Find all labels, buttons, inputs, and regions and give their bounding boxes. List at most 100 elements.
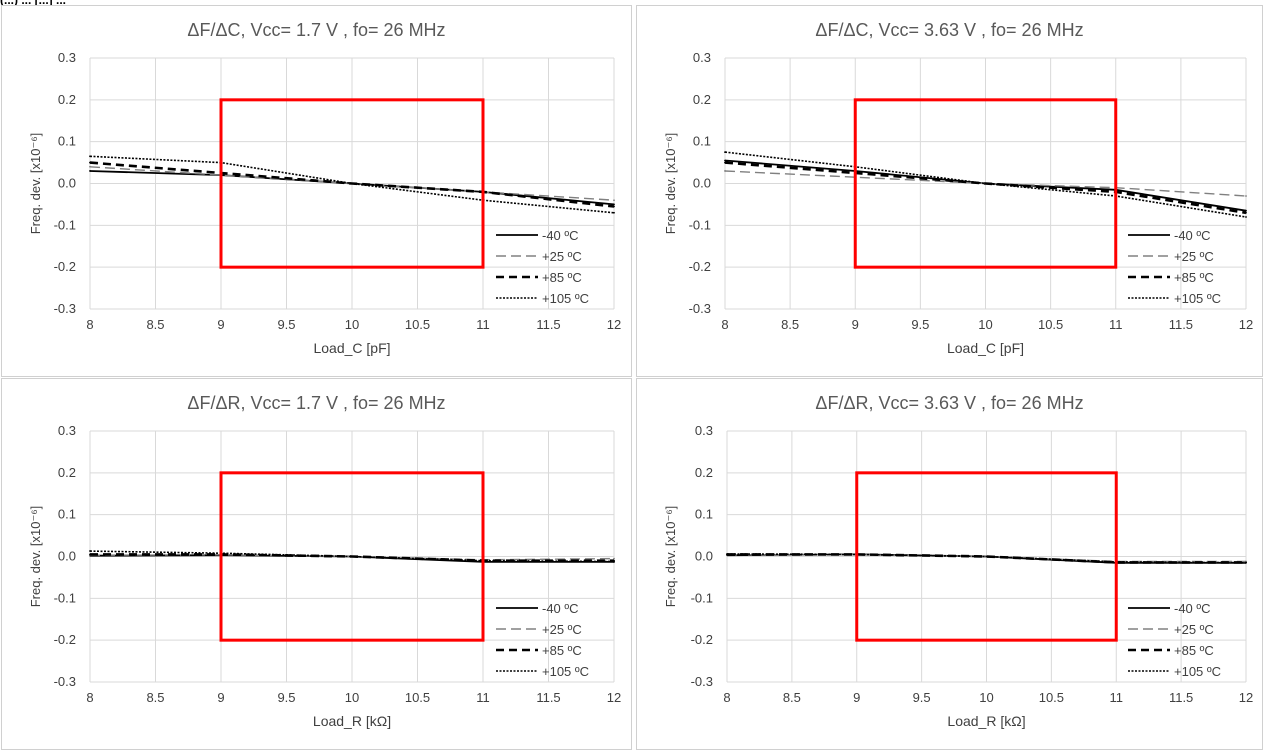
chart-panel-dfdr-3v63: ΔF/ΔR, Vcc= 3.63 V , fo= 26 MHz 8 8.5 9 9.5 1… bbox=[636, 378, 1263, 750]
x-tick-label: 9 bbox=[852, 317, 859, 332]
data-point-85-c bbox=[89, 161, 91, 164]
y-tick-label: 0.0 bbox=[58, 549, 76, 564]
chart-svg-dfdr-1v7: ΔF/ΔR, Vcc= 1.7 V , fo= 26 MHz 8 8.5 9 9.5 10… bbox=[28, 393, 621, 729]
data-point-105-c bbox=[89, 550, 91, 552]
limit-box bbox=[853, 98, 1118, 269]
x-tick-label: 9.5 bbox=[277, 690, 295, 705]
y-tick-label: -0.2 bbox=[54, 259, 76, 274]
y-tick-label: -0.1 bbox=[54, 217, 76, 232]
x-tick-label: 9.5 bbox=[913, 690, 931, 705]
legend-label-105-c: +105 ºC bbox=[542, 291, 589, 306]
x-tick-label: 10.5 bbox=[405, 690, 430, 705]
x-tick-label: 10.5 bbox=[405, 317, 430, 332]
data-point-105-c bbox=[726, 553, 728, 555]
y-tick-label: 0.3 bbox=[695, 423, 713, 438]
x-tick-label: 8.5 bbox=[783, 690, 801, 705]
chart-svg-dfdc-1v7: ΔF/ΔC, Vcc= 1.7 V , fo= 26 MHz 8 8.5 9 9.5 10… bbox=[28, 20, 621, 356]
x-axis-label: Load_C [pF] bbox=[313, 340, 390, 356]
x-tick-label: 9 bbox=[853, 690, 860, 705]
data-point-105-c bbox=[351, 555, 353, 558]
legend-label-85-c: +85 ºC bbox=[1174, 643, 1214, 658]
legend-label-85-c: +85 ºC bbox=[542, 643, 582, 658]
x-tick-label: 12 bbox=[607, 317, 621, 332]
series-line-85-c bbox=[727, 553, 1246, 564]
limit-box bbox=[219, 471, 485, 642]
chart-svg-dfdr-3v63: ΔF/ΔR, Vcc= 3.63 V , fo= 26 MHz 8 8.5 9 9.5 1… bbox=[663, 393, 1253, 729]
y-tick-label: 0.3 bbox=[693, 50, 711, 65]
chart-panel-dfdc-1v7: ΔF/ΔC, Vcc= 1.7 V , fo= 26 MHz 8 8.5 9 9.5 10… bbox=[1, 5, 632, 377]
legend-label-105-c: +105 ºC bbox=[1174, 291, 1221, 306]
legend-label-25-c: +25 ºC bbox=[1174, 249, 1214, 264]
x-tick-label: 8 bbox=[86, 690, 93, 705]
y-tick-label: 0.2 bbox=[58, 92, 76, 107]
x-tick-label: 12 bbox=[1239, 690, 1253, 705]
legend-label-105-c: +105 ºC bbox=[1174, 664, 1221, 679]
legend-label-25-c: +25 ºC bbox=[542, 249, 582, 264]
y-tick-label: -0.1 bbox=[54, 590, 76, 605]
x-tick-label: 8.5 bbox=[146, 690, 164, 705]
y-tick-label: 0.1 bbox=[58, 507, 76, 522]
legend-label-40-c: -40 ºC bbox=[1174, 601, 1211, 616]
data-point-105-c bbox=[1245, 216, 1247, 218]
x-tick-label: 8.5 bbox=[781, 317, 799, 332]
legend-label-40-c: -40 ºC bbox=[542, 601, 579, 616]
y-tick-label: 0.0 bbox=[58, 176, 76, 191]
y-tick-label: 0.0 bbox=[695, 549, 713, 564]
x-tick-label: 10.5 bbox=[1039, 690, 1064, 705]
y-tick-label: 0.3 bbox=[58, 423, 76, 438]
x-tick-label: 11.5 bbox=[536, 317, 560, 332]
chart-svg-dfdc-3v63: ΔF/ΔC, Vcc= 3.63 V , fo= 26 MHz 8 8.5 9 9.5 1… bbox=[663, 20, 1253, 356]
x-tick-label: 10 bbox=[979, 690, 993, 705]
chart-panel-dfdr-1v7: ΔF/ΔR, Vcc= 1.7 V , fo= 26 MHz 8 8.5 9 9.5 10… bbox=[1, 378, 632, 750]
x-tick-label: 11 bbox=[1109, 317, 1123, 332]
data-point-25-c bbox=[1245, 195, 1247, 197]
legend-label-85-c: +85 ºC bbox=[542, 270, 582, 285]
y-tick-label: 0.0 bbox=[693, 176, 711, 191]
y-tick-label: -0.2 bbox=[691, 632, 713, 647]
y-axis-label: Freq. dev. [x10⁻⁶] bbox=[663, 506, 678, 608]
data-point-85-c bbox=[613, 205, 615, 208]
chart-title: ΔF/ΔR, Vcc= 1.7 V , fo= 26 MHz bbox=[187, 393, 445, 413]
x-tick-label: 11 bbox=[476, 317, 490, 332]
cropped-header-fragment: (...) ... [...] ... bbox=[0, 0, 66, 7]
x-tick-label: 9.5 bbox=[277, 317, 295, 332]
chart-title: ΔF/ΔC, Vcc= 1.7 V , fo= 26 MHz bbox=[187, 20, 445, 40]
x-axis-label: Load_C [pF] bbox=[947, 340, 1024, 356]
data-point-40-c bbox=[1245, 209, 1247, 212]
legend-label-25-c: +25 ºC bbox=[1174, 622, 1214, 637]
y-tick-label: -0.3 bbox=[689, 301, 711, 316]
y-tick-label: 0.1 bbox=[695, 507, 713, 522]
limit-box bbox=[855, 471, 1118, 642]
data-point-25-c bbox=[613, 199, 615, 202]
chart-title: ΔF/ΔC, Vcc= 3.63 V , fo= 26 MHz bbox=[815, 20, 1083, 40]
x-tick-label: 8 bbox=[723, 690, 730, 705]
data-point-105-c bbox=[89, 155, 91, 158]
data-point-105-c bbox=[984, 182, 987, 185]
data-point-105-c bbox=[613, 211, 615, 214]
x-tick-label: 8 bbox=[86, 317, 93, 332]
data-point-105-c bbox=[724, 151, 726, 154]
x-tick-label: 8.5 bbox=[146, 317, 164, 332]
data-point-105-c bbox=[613, 560, 615, 563]
x-tick-label: 10.5 bbox=[1038, 317, 1063, 332]
data-point-105-c bbox=[985, 555, 988, 558]
data-point-85-c bbox=[724, 161, 726, 164]
data-point-25-c bbox=[89, 165, 91, 168]
legend-label-85-c: +85 ºC bbox=[1174, 270, 1214, 285]
y-tick-label: -0.3 bbox=[691, 674, 713, 689]
legend-label-40-c: -40 ºC bbox=[1174, 228, 1211, 243]
y-tick-label: 0.2 bbox=[693, 92, 711, 107]
x-tick-label: 11 bbox=[1110, 690, 1124, 705]
y-tick-label: -0.3 bbox=[54, 301, 76, 316]
legend-label-105-c: +105 ºC bbox=[542, 664, 589, 679]
data-point-40-c bbox=[724, 159, 726, 162]
y-tick-label: 0.2 bbox=[695, 465, 713, 480]
y-tick-label: -0.2 bbox=[689, 259, 711, 274]
y-axis-label: Freq. dev. [x10⁻⁶] bbox=[28, 133, 43, 235]
x-axis-label: Load_R [kΩ] bbox=[313, 713, 391, 729]
y-tick-label: -0.2 bbox=[54, 632, 76, 647]
x-tick-label: 11.5 bbox=[536, 690, 560, 705]
data-point-40-c bbox=[613, 203, 615, 206]
data-point-25-c bbox=[613, 557, 615, 560]
x-tick-label: 10 bbox=[345, 690, 359, 705]
